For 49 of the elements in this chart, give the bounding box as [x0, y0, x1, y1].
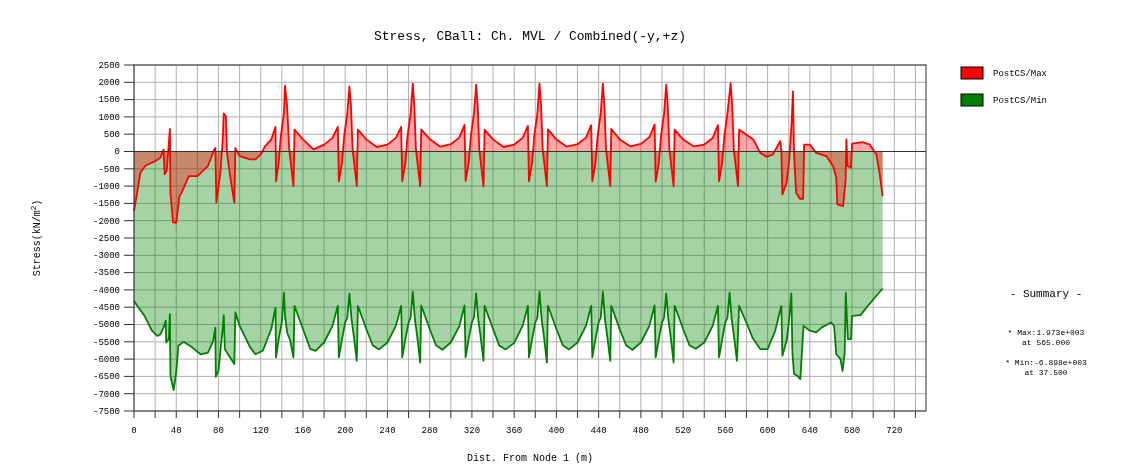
x-tick-label: 40	[170, 426, 182, 436]
y-tick-label: -4000	[92, 285, 120, 296]
y-tick-label: 2000	[98, 78, 120, 89]
y-tick-label: 0	[114, 147, 120, 158]
y-tick-label: 1000	[98, 112, 120, 123]
x-tick-label: 480	[632, 426, 649, 436]
x-tick-label: 360	[506, 426, 523, 436]
text: at 565.000	[1021, 338, 1071, 347]
y-tick-label: -1500	[92, 199, 120, 210]
text: * Max:1.973e+003	[1007, 328, 1085, 337]
x-tick-label: 440	[590, 426, 607, 436]
x-tick-label: 720	[886, 426, 903, 436]
y-tick-label: 1500	[98, 95, 120, 106]
chart-title: Stress, CBall: Ch. MVL / Combined(-y,+z)	[373, 29, 687, 44]
x-tick-label: 520	[675, 426, 692, 436]
y-tick-label: -2000	[92, 216, 120, 227]
y-tick-label: -6000	[92, 354, 120, 365]
x-tick-label: 600	[759, 426, 776, 436]
x-tick-label: 160	[294, 426, 312, 436]
legend-label: PostCS/Min	[993, 95, 1048, 106]
x-tick-label: 80	[213, 426, 224, 436]
y-tick-label: -4500	[92, 303, 120, 314]
x-tick-label: 560	[717, 426, 734, 436]
y-tick-label: -5000	[92, 320, 120, 331]
text: * Min:-6.898e+003	[1005, 358, 1087, 367]
x-tick-label: 240	[379, 426, 396, 436]
y-tick-label: -500	[98, 164, 120, 175]
text: - Summary -	[1009, 288, 1083, 300]
x-tick-label: 400	[548, 426, 565, 436]
y-tick-label: -7500	[92, 406, 120, 417]
y-tick-label: 2500	[98, 60, 120, 71]
y-tick-label: 500	[103, 130, 120, 141]
x-tick-label: 320	[463, 426, 481, 436]
y-tick-label: -5500	[92, 337, 120, 348]
y-tick-label: -6500	[92, 372, 120, 383]
x-tick-label: 200	[337, 426, 354, 436]
y-tick-label: -3000	[92, 251, 120, 262]
legend-label: PostCS/Max	[993, 68, 1048, 79]
x-tick-label: 280	[421, 426, 438, 436]
text: at 37.500	[1024, 368, 1068, 377]
y-tick-label: -7000	[92, 389, 120, 400]
x-tick-label: 680	[843, 426, 861, 436]
y-tick-label: -2500	[92, 233, 120, 244]
x-tick-label: 640	[801, 426, 818, 436]
x-tick-label: 120	[252, 426, 269, 436]
x-axis-title: Dist. From Node 1 (m)	[466, 453, 594, 464]
x-tick-label: 0	[131, 426, 137, 436]
y-tick-label: -1000	[92, 181, 120, 192]
y-tick-label: -3500	[92, 268, 120, 279]
